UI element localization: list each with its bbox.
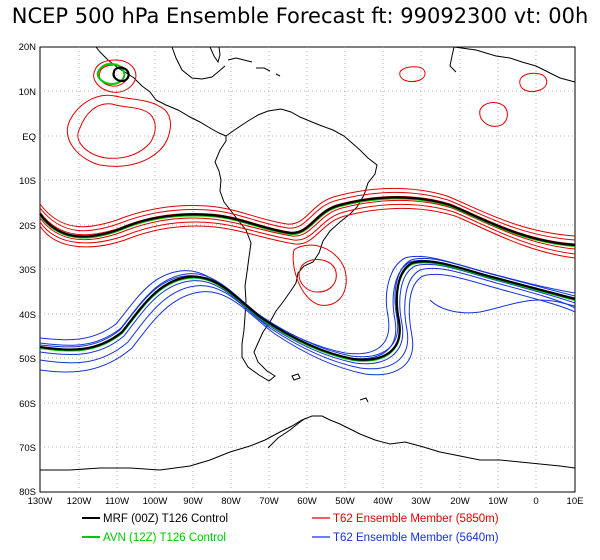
antarctica-coast xyxy=(40,415,576,471)
legend-label: T62 Ensemble Member (5850m) xyxy=(333,513,499,525)
tropical-loop-2 xyxy=(77,103,156,159)
lat-label: 60S xyxy=(19,399,36,410)
lon-label: 90W xyxy=(183,496,203,507)
south-georgia xyxy=(359,397,369,403)
map-title: NCEP 500 hPa Ensemble Forecast ft: 99092… xyxy=(11,4,589,28)
lat-label: 70S xyxy=(19,443,36,454)
lon-label: 10W xyxy=(488,496,508,507)
lon-label: 10E xyxy=(567,496,584,507)
coastlines xyxy=(40,46,576,471)
legend-label: MRF (00Z) T126 Control xyxy=(103,513,228,525)
legend-label: AVN (12Z) T126 Control xyxy=(103,532,226,544)
florida xyxy=(209,46,221,64)
legend: MRF (00Z) T126 Control AVN (12Z) T126 Co… xyxy=(82,513,499,544)
lon-label: 110W xyxy=(105,496,129,507)
legend-item-mrf: MRF (00Z) T126 Control xyxy=(82,513,228,525)
sa-loop-2 xyxy=(292,244,347,306)
lon-label: 20W xyxy=(450,496,470,507)
africa-coast xyxy=(453,46,576,83)
legend-label: T62 Ensemble Member (5640m) xyxy=(333,532,499,544)
antarctic-peninsula xyxy=(267,417,307,449)
mexico-coast xyxy=(95,46,129,75)
lat-label: 10N xyxy=(19,87,37,98)
caribbean-islands xyxy=(227,57,281,77)
lat-label: 20N xyxy=(19,42,37,53)
lon-label: 70W xyxy=(259,496,279,507)
tropical-loop-3 xyxy=(93,59,137,93)
atlantic-loop-1 xyxy=(399,66,426,83)
lat-label: 50S xyxy=(19,354,36,365)
legend-item-avn: AVN (12Z) T126 Control xyxy=(82,532,226,544)
lon-label: 40W xyxy=(373,496,393,507)
mrf-control-contours xyxy=(39,66,576,361)
lon-label: 130W xyxy=(28,496,53,507)
south-america-coast xyxy=(214,108,378,382)
lat-label: 20S xyxy=(19,221,36,232)
legend-item-5850: T62 Ensemble Member (5850m) xyxy=(312,513,499,525)
lon-label: 120W xyxy=(67,496,92,507)
lat-label: 10S xyxy=(19,176,36,187)
lat-label: EQ xyxy=(22,132,36,143)
africa-loop-1 xyxy=(479,102,508,127)
gulf-coast xyxy=(171,46,226,80)
latitude-axis-labels: 20N 10N EQ 10S 20S 30S 40S 50S 60S 70S 8… xyxy=(19,42,37,498)
lon-label: 0 xyxy=(533,496,538,507)
lat-label: 80S xyxy=(19,487,36,498)
legend-item-5640: T62 Ensemble Member (5640m) xyxy=(312,532,499,544)
lon-label: 60W xyxy=(297,496,317,507)
tropical-loop-1 xyxy=(66,94,171,167)
lon-label: 30W xyxy=(411,496,431,507)
lon-label: 100W xyxy=(143,496,168,507)
longitude-axis-labels: 130W 120W 110W 100W 90W 80W 70W 60W 50W … xyxy=(28,496,584,507)
central-america-coast xyxy=(127,73,227,137)
africa-loop-2 xyxy=(519,72,548,93)
africa-west-bulge xyxy=(449,46,457,73)
lon-label: 50W xyxy=(335,496,355,507)
sa-loop-1 xyxy=(298,259,337,293)
falklands xyxy=(291,373,301,381)
plot-frame xyxy=(39,46,576,493)
lat-label: 40S xyxy=(19,310,36,321)
lat-label: 30S xyxy=(19,265,36,276)
lon-label: 80W xyxy=(221,496,241,507)
